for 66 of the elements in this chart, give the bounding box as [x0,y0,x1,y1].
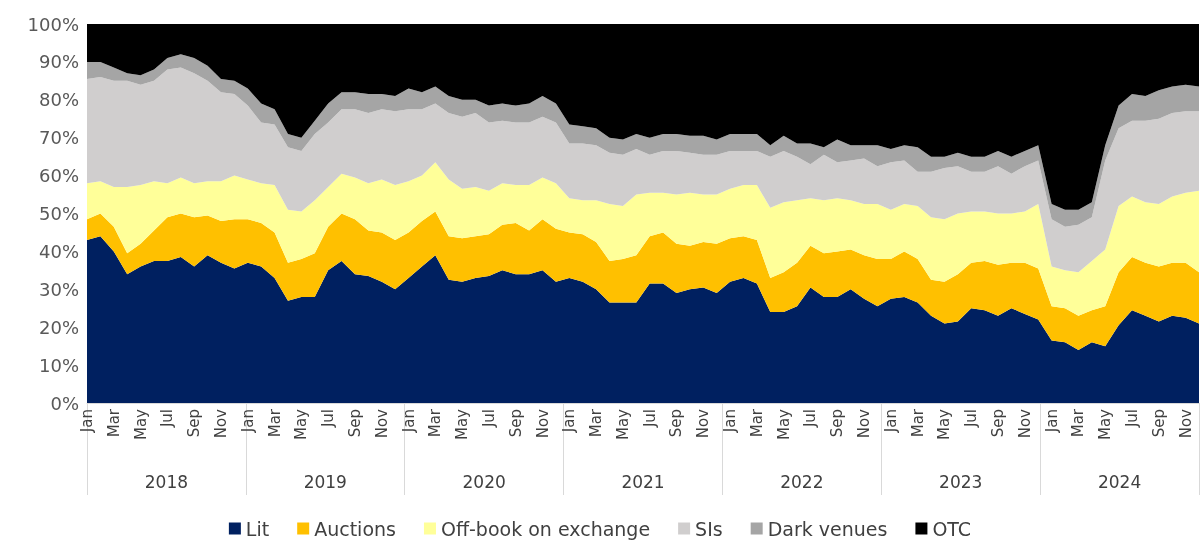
y-tick-label: 30% [38,278,79,300]
x-tick-label: Nov [372,408,391,439]
x-tick-label: Jan [399,409,418,434]
text: 2023 [939,471,983,492]
x-tick-label: Nov [694,408,713,439]
x-tick-label: Jan [721,409,740,434]
x-tick-label: Jul [962,409,981,429]
x-tick-label: Nov [533,408,552,439]
y-tick-label: 70% [38,127,79,149]
y-tick-label: 80% [38,89,79,111]
x-tick-label: Jul [640,409,659,429]
x-tick-label: Jan [560,409,579,434]
x-tick-label: Nov [1015,408,1034,439]
text: 2020 [462,471,506,492]
y-tick-label: 20% [38,316,79,338]
x-tick-label: Jan [881,409,900,434]
y-tick-label: 40% [38,240,79,262]
x-tick-label: Sep [506,409,525,438]
y-tick-label: 100% [27,13,79,35]
x-tick-label: Sep [1149,409,1168,438]
x-tick-label: Jan [238,409,257,434]
text: 2022 [780,471,824,492]
legend-label: Off-book on exchange [440,517,651,540]
x-tick-label: Nov [1176,408,1195,439]
x-tick-label: Jan [1042,409,1061,434]
x-tick-label: Jul [801,409,820,429]
y-tick-label: 60% [38,165,79,187]
x-tick-label: Mar [747,408,766,438]
x-tick-label: May [131,408,150,441]
y-tick-label: 90% [38,51,79,73]
x-tick-label: Mar [587,408,606,438]
y-tick-label: 50% [38,203,79,224]
x-tick-label: Jul [1123,409,1142,429]
x-tick-label: May [935,408,954,441]
x-tick-label: Mar [265,408,284,438]
x-tick-label: Sep [185,409,204,438]
legend-label: Lit [245,517,270,540]
x-tick-label: Jul [479,409,498,429]
text: 2019 [303,471,347,492]
x-tick-label: Mar [908,408,927,438]
text: 2018 [144,471,189,492]
legend-label: Auctions [314,517,396,540]
x-tick-label: Sep [828,409,847,438]
x-tick-label: Sep [667,409,686,438]
x-tick-label: Jul [158,409,177,429]
x-tick-label: Jul [319,409,338,429]
text: 2024 [1097,471,1142,492]
x-tick-label: Nov [855,408,874,439]
x-tick-label: May [453,408,472,441]
x-tick-label: Mar [1069,408,1088,438]
legend-label: SIs [695,517,723,540]
y-tick-label: 10% [38,354,79,376]
legend-label: OTC [932,517,972,540]
x-tick-label: May [1096,408,1115,441]
x-tick-label: Sep [989,409,1008,438]
x-tick-label: Mar [426,408,445,438]
x-tick-label: May [292,408,311,441]
y-tick-label: 0% [50,392,79,414]
text: 2021 [621,471,665,492]
x-tick-label: Mar [104,408,123,438]
x-tick-label: May [774,408,793,441]
x-tick-label: May [613,408,632,441]
x-tick-label: Sep [345,409,364,438]
x-tick-label: Nov [211,408,230,439]
x-tick-label: Jan [78,409,96,434]
legend-label: Dark venues [767,517,888,540]
